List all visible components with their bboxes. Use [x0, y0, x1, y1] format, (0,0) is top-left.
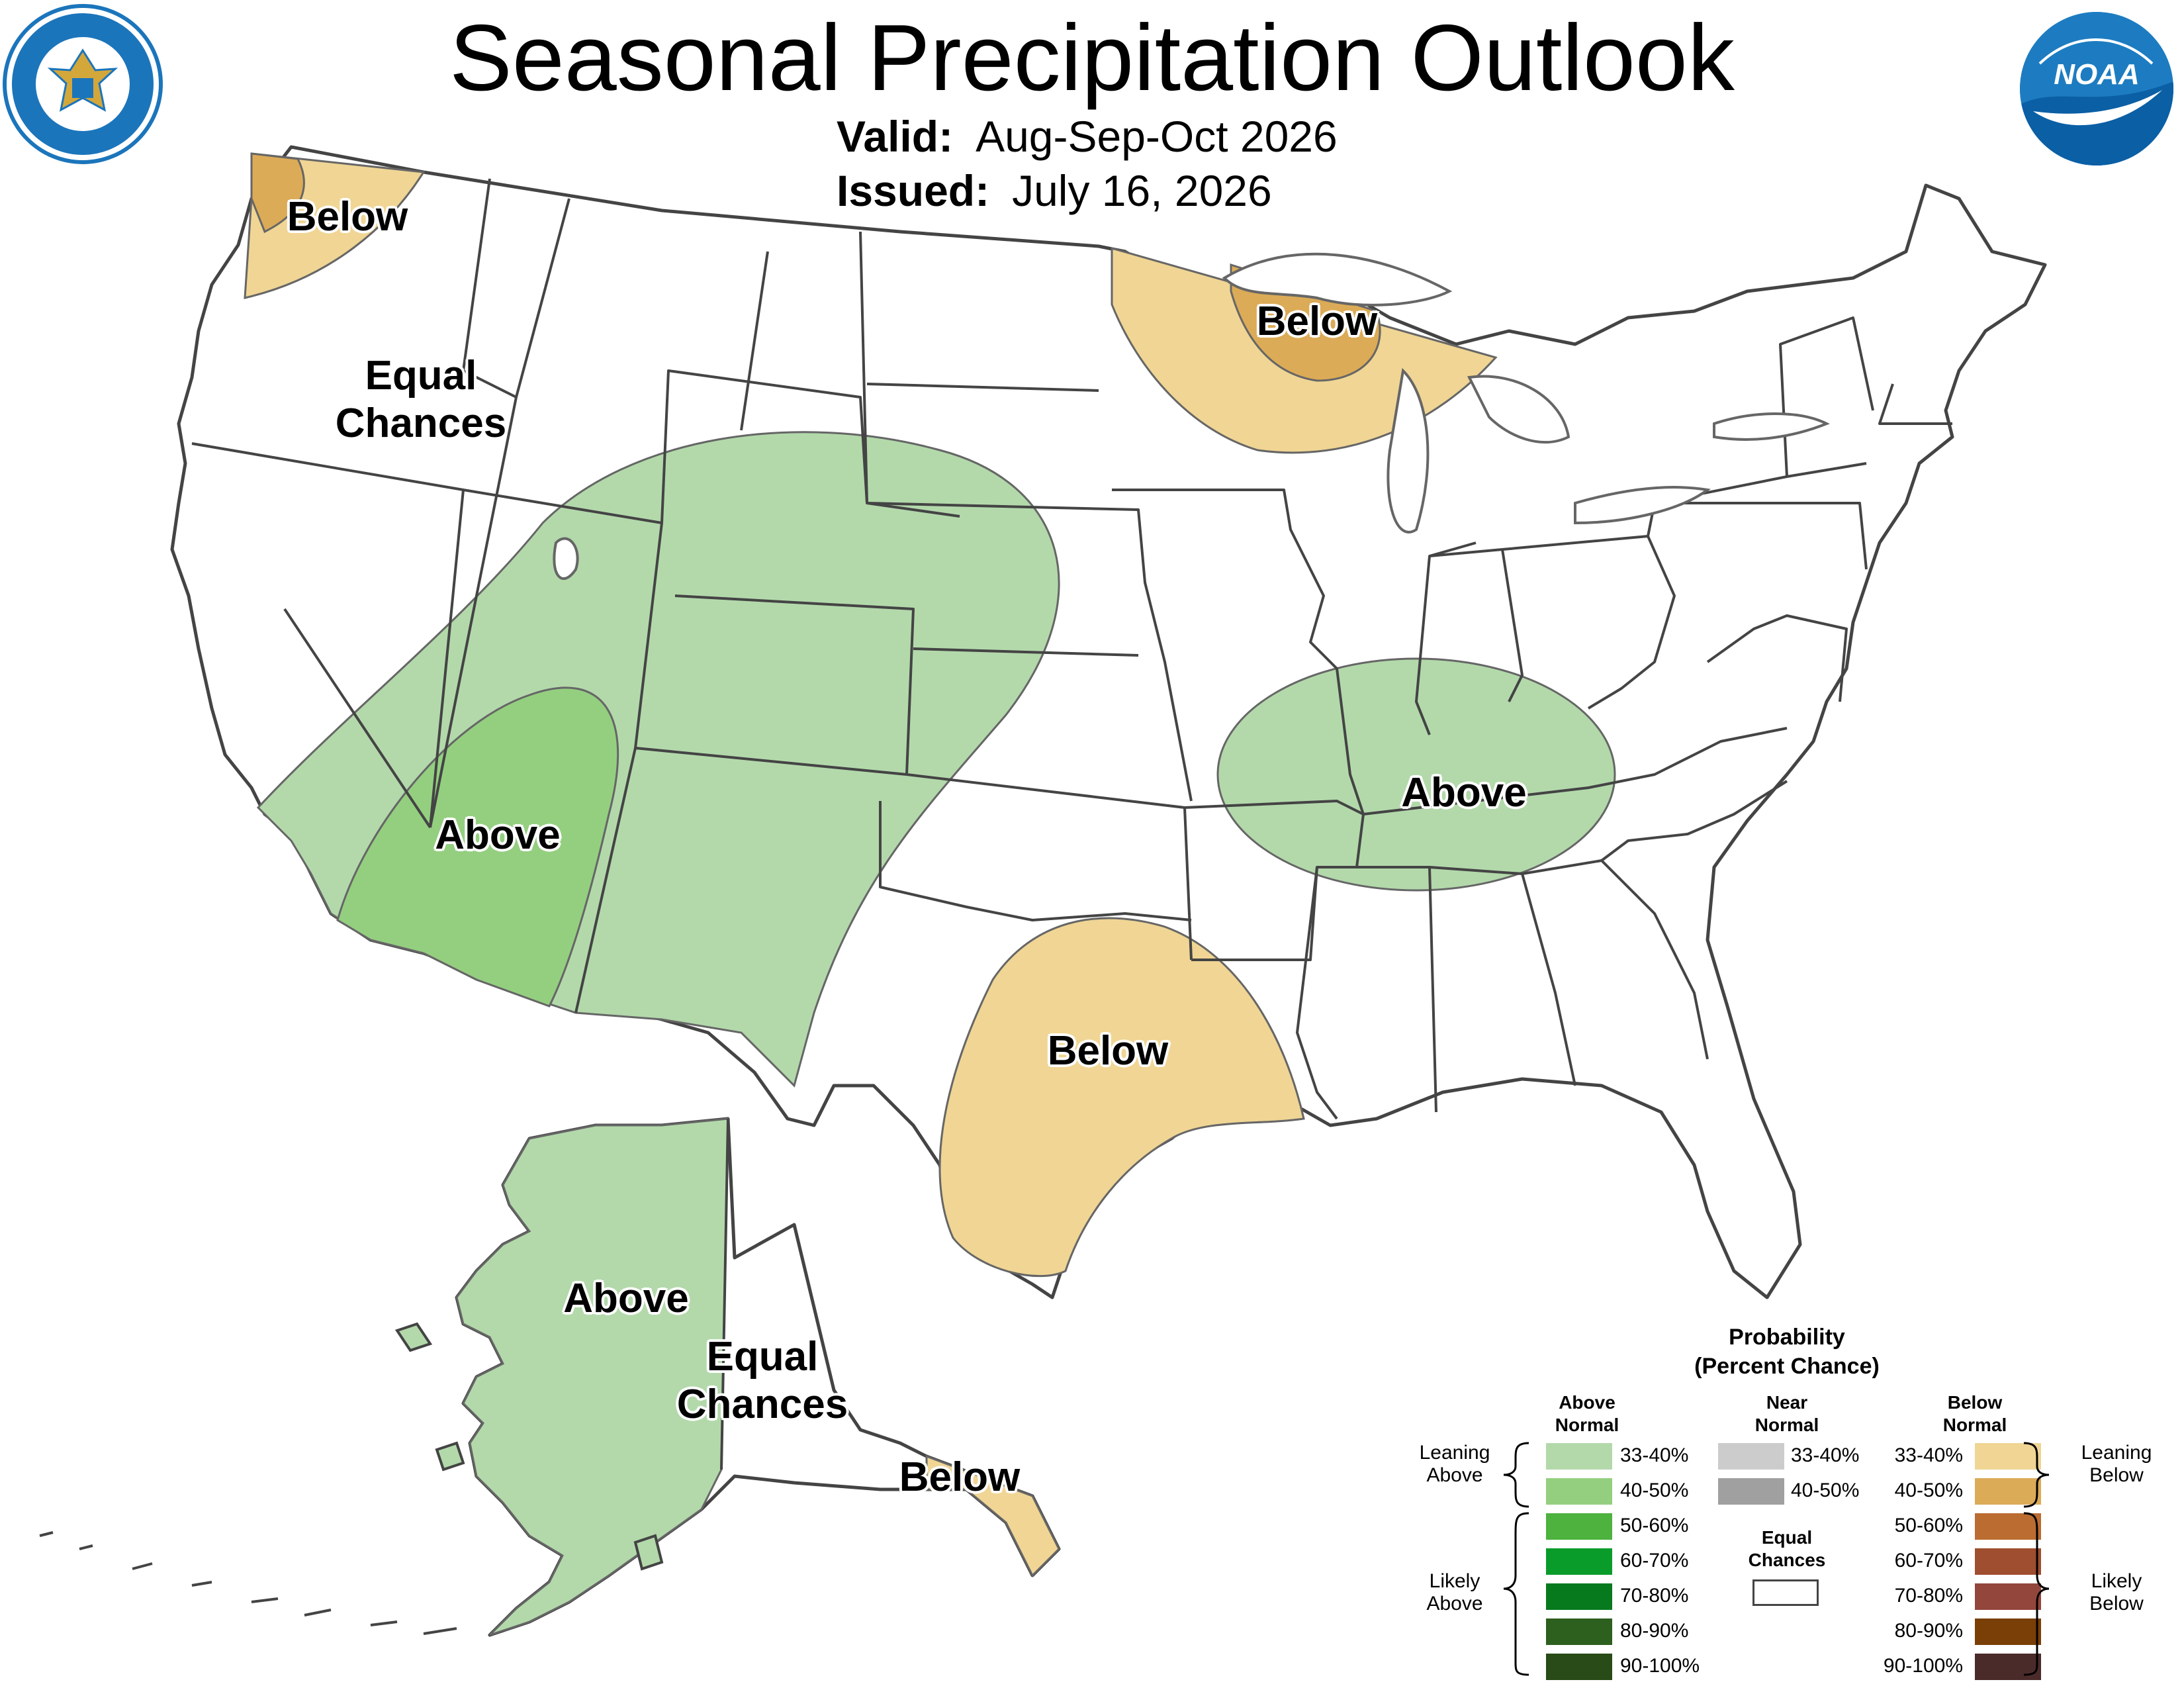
below-swatch-60-70: [1975, 1548, 2041, 1575]
below-range-label: 40-50%: [1894, 1479, 1963, 1501]
label-texas-below: Below: [1047, 1028, 1169, 1074]
label-alaska-se-below: Below: [899, 1454, 1021, 1500]
header-line: Normal: [1942, 1415, 2007, 1435]
valid-label: Valid:: [837, 112, 954, 161]
below-range-label: 70-80%: [1894, 1585, 1963, 1607]
side-line: Likely: [1429, 1570, 1480, 1592]
alaska-se-below-33-40: [925, 1454, 1060, 1577]
aleutian-islands: [39, 1531, 457, 1635]
issued-value: July 16, 2026: [1012, 166, 1272, 215]
issued-line: Issued: July 16, 2026: [837, 165, 1272, 216]
side-line: Above: [1426, 1593, 1483, 1615]
label-line: Equal: [706, 1334, 819, 1380]
side-line: Below: [2089, 1464, 2144, 1486]
label-line: Chances: [335, 400, 507, 446]
above-range-label: 60-70%: [1620, 1550, 1689, 1571]
above-swatch-40-50: [1546, 1478, 1612, 1505]
great-lakes: [553, 252, 1830, 580]
header-line: Chances: [1748, 1550, 1826, 1570]
label-great-lakes-below: Below: [1256, 299, 1378, 344]
likely-above-label: Likely Above: [1408, 1570, 1501, 1615]
valid-value: Aug-Sep-Oct 2026: [976, 112, 1338, 161]
side-line: Likely: [2091, 1570, 2142, 1592]
below-swatch-90-100: [1975, 1654, 2041, 1680]
label-ohio-valley-above: Above: [1401, 770, 1527, 816]
above-range-label: 50-60%: [1620, 1515, 1689, 1536]
state-borders: [191, 178, 1952, 1120]
alaska-border: [720, 1118, 729, 1470]
near-swatch-33-40: [1718, 1443, 1784, 1470]
ohio-valley-above-33-40: [1216, 657, 1616, 892]
below-swatch-70-80: [1975, 1583, 2041, 1610]
noaa-text: NOAA: [2054, 58, 2140, 91]
below-swatch-33-40: [1975, 1443, 2041, 1470]
above-swatch-80-90: [1546, 1618, 1612, 1645]
equal-chances-header: Equal Chances: [1734, 1526, 1840, 1571]
label-alaska-equal-chances: Equal Chances: [677, 1333, 848, 1429]
above-swatch-50-60: [1546, 1513, 1612, 1540]
legend-title: Probability (Percent Chance): [1641, 1323, 1933, 1381]
near-swatch-40-50: [1718, 1478, 1784, 1505]
pnw-below-40-50: [250, 152, 305, 234]
below-swatch-40-50: [1975, 1478, 2041, 1505]
above-range-label: 33-40%: [1620, 1444, 1689, 1466]
header-line: Normal: [1555, 1415, 1619, 1435]
below-range-label: 60-70%: [1894, 1550, 1963, 1571]
header-line: Above: [1559, 1392, 1615, 1413]
above-range-label: 80-90%: [1620, 1620, 1689, 1642]
side-line: Leaning: [2081, 1442, 2152, 1464]
below-swatch-80-90: [1975, 1618, 2041, 1645]
below-range-label: 50-60%: [1894, 1515, 1963, 1536]
legend-title-line: Probability: [1729, 1325, 1845, 1350]
noaa-logo: NOAA: [2020, 12, 2173, 165]
below-range-label: 80-90%: [1894, 1620, 1963, 1642]
department-of-commerce-seal: [7, 8, 159, 160]
above-range-label: 70-80%: [1620, 1585, 1689, 1607]
near-normal-header: Near Normal: [1734, 1391, 1840, 1436]
below-swatch-50-60: [1975, 1513, 2041, 1540]
header-line: Below: [1947, 1392, 2003, 1413]
equal-chances-swatch: [1752, 1579, 1819, 1606]
map-title: Seasonal Precipitation Outlook: [449, 5, 1735, 111]
leaning-below-label: Leaning Below: [2070, 1442, 2163, 1487]
label-line: Chances: [676, 1382, 848, 1427]
texas-below-33-40: [938, 917, 1305, 1278]
near-range-label: 33-40%: [1791, 1444, 1860, 1466]
alaska-west-above-33-40: [455, 1117, 729, 1636]
valid-line: Valid: Aug-Sep-Oct 2026: [837, 111, 1338, 162]
header-line: Near: [1766, 1392, 1808, 1413]
below-range-label: 33-40%: [1894, 1444, 1963, 1466]
above-swatch-90-100: [1546, 1654, 1612, 1680]
above-swatch-33-40: [1546, 1443, 1612, 1470]
label-alaska-above: Above: [563, 1276, 689, 1321]
label-pnw-below: Below: [287, 194, 408, 240]
above-range-label: 40-50%: [1620, 1479, 1689, 1501]
leaning-above-label: Leaning Above: [1408, 1442, 1501, 1487]
side-line: Leaning: [1419, 1442, 1490, 1464]
label-line: Equal: [365, 353, 477, 399]
legend-title-line: (Percent Chance): [1694, 1354, 1880, 1379]
below-range-label: 90-100%: [1883, 1655, 1963, 1677]
alaska-islands: [394, 1322, 664, 1571]
likely-below-label: Likely Below: [2070, 1570, 2163, 1615]
below-normal-header: Below Normal: [1922, 1391, 2028, 1436]
issued-label: Issued:: [837, 166, 990, 215]
near-range-label: 40-50%: [1791, 1479, 1860, 1501]
header-line: Normal: [1754, 1415, 1819, 1435]
above-swatch-70-80: [1546, 1583, 1612, 1610]
above-normal-header: Above Normal: [1534, 1391, 1640, 1436]
above-swatch-60-70: [1546, 1548, 1612, 1575]
label-southwest-above: Above: [435, 812, 561, 858]
eagle-icon: [36, 37, 130, 131]
header-line: Equal: [1761, 1527, 1813, 1548]
side-line: Above: [1426, 1464, 1483, 1486]
side-line: Below: [2089, 1593, 2144, 1615]
label-west-equal-chances: Equal Chances: [336, 352, 506, 447]
above-range-label: 90-100%: [1620, 1655, 1700, 1677]
southwest-above-40-50: [336, 686, 619, 1008]
